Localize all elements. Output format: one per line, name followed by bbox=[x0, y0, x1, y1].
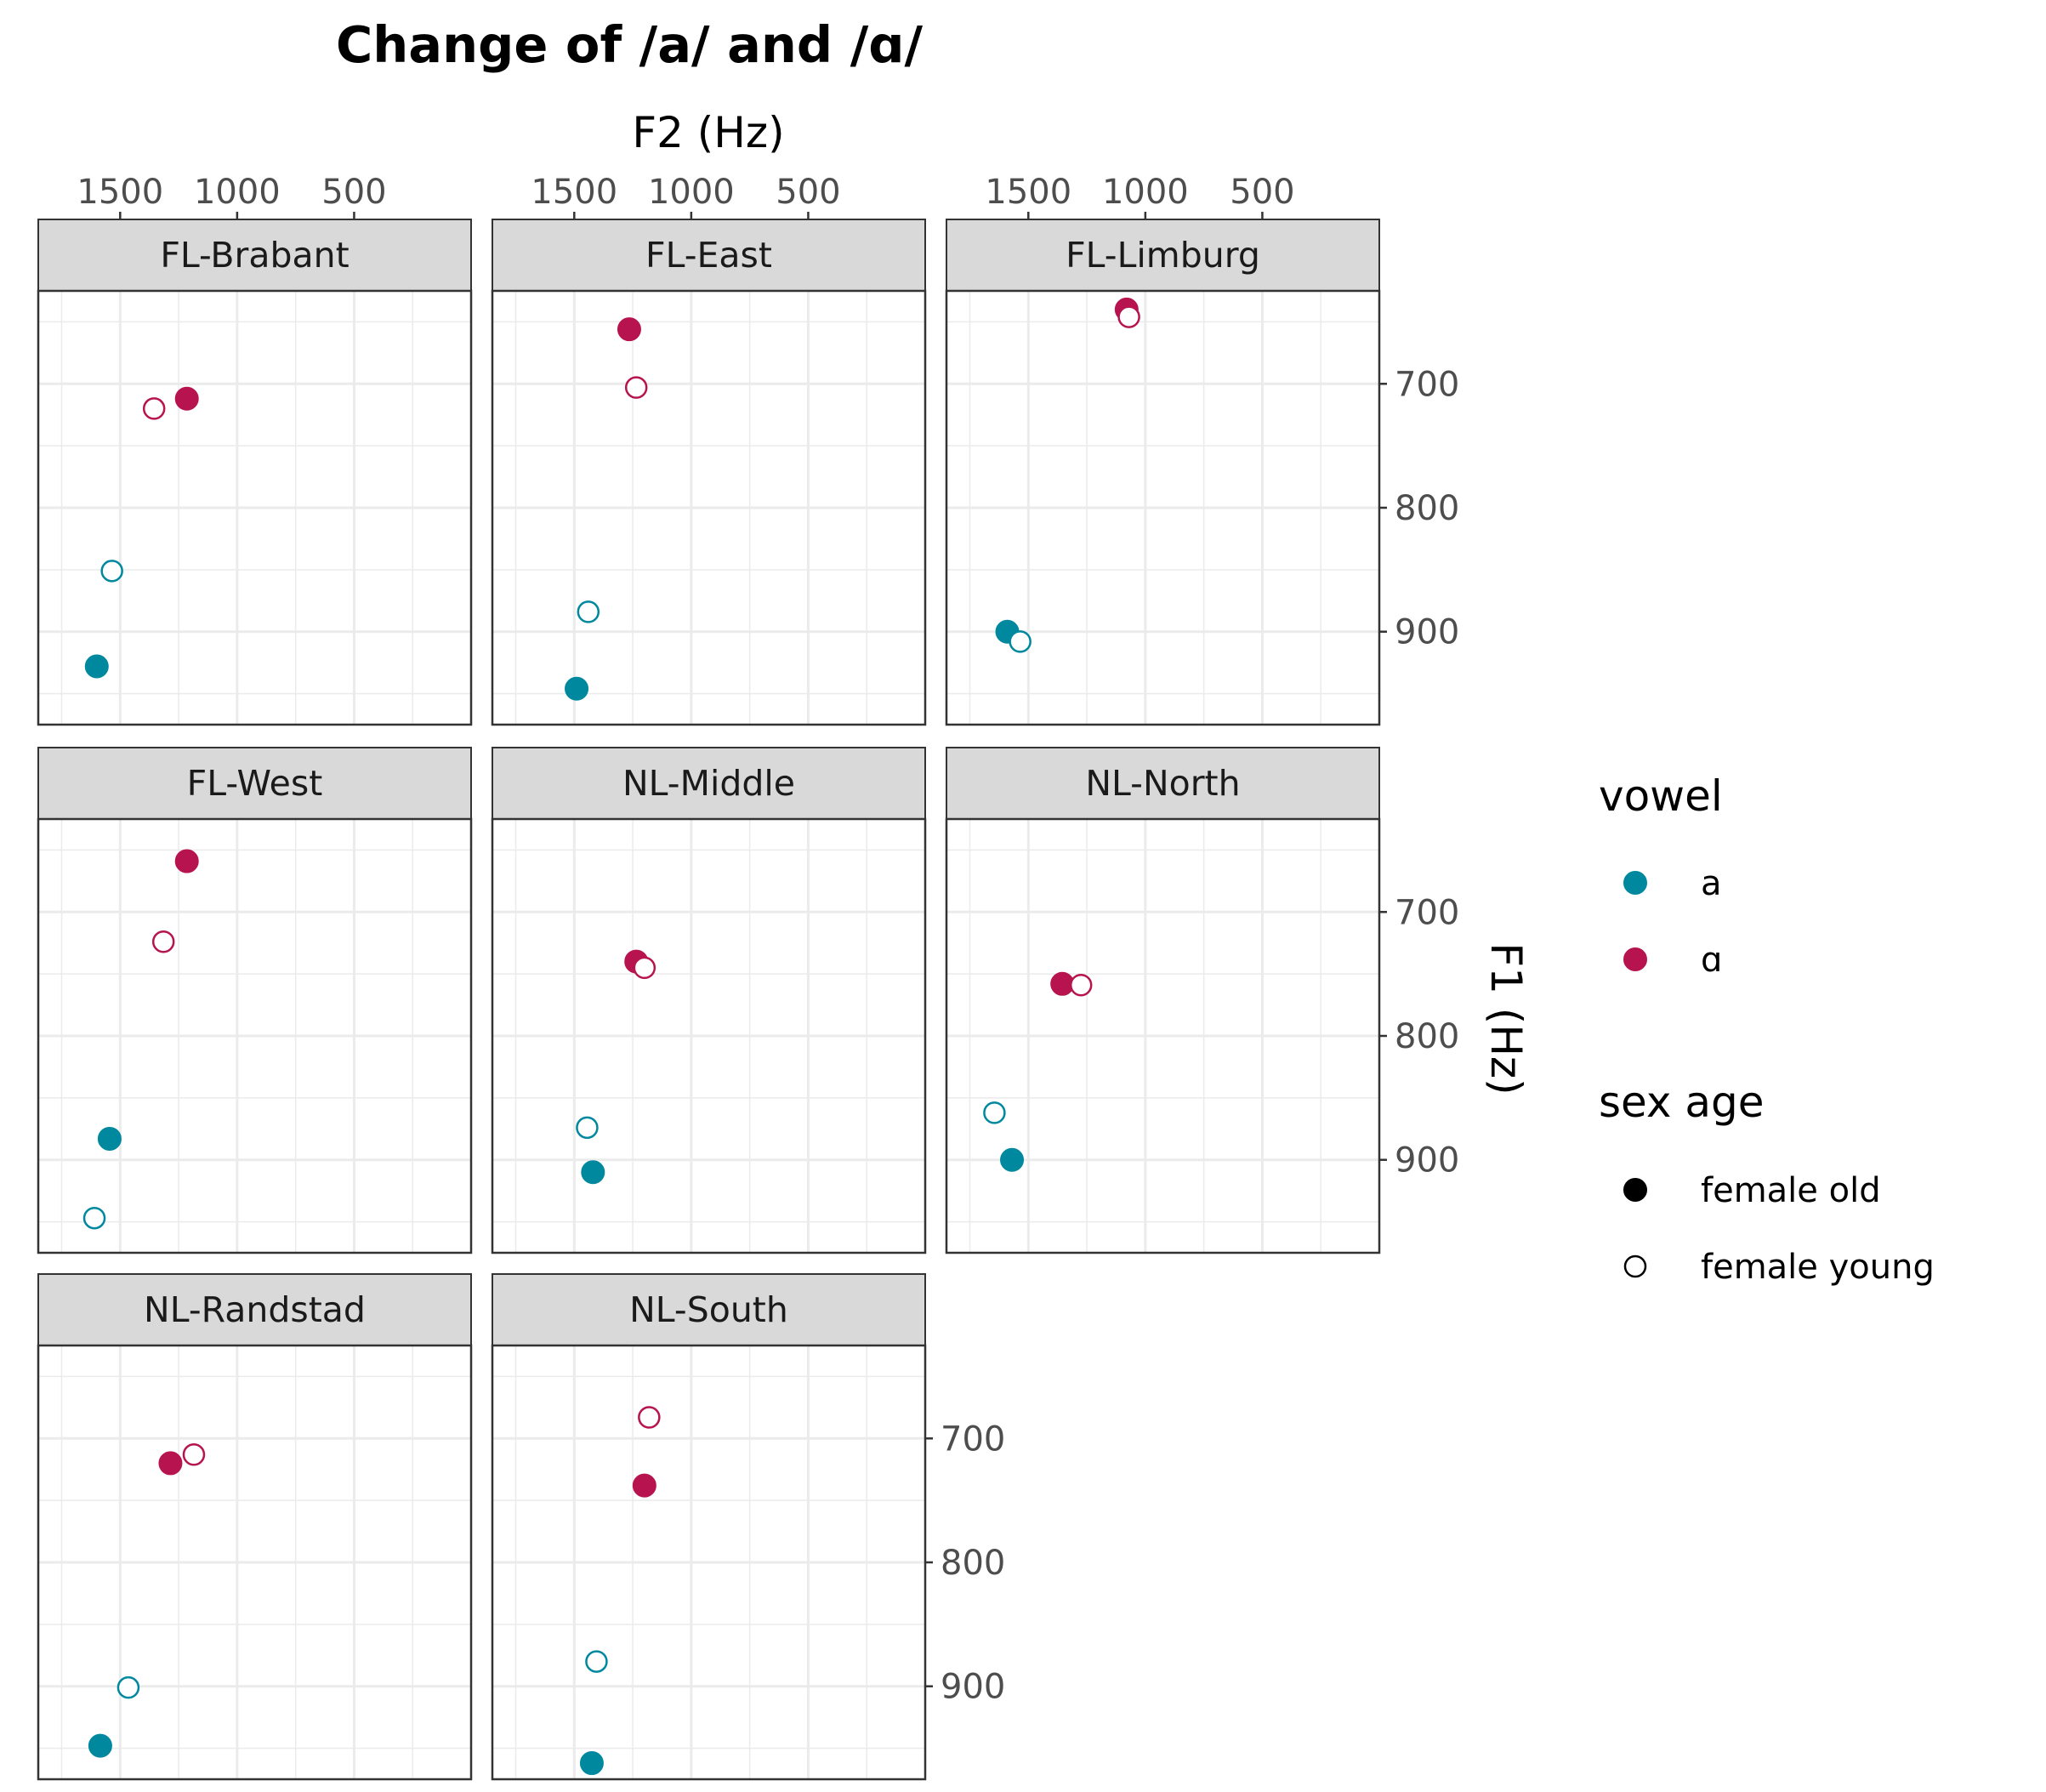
facet-strip-label: NL-Randstad bbox=[144, 1289, 366, 1330]
data-point-female-young bbox=[117, 1675, 140, 1699]
data-point-female-old bbox=[1000, 1147, 1025, 1172]
legend-label-vowel: a bbox=[1701, 864, 1722, 903]
data-point-female-young bbox=[1117, 305, 1140, 328]
data-point-female-old bbox=[174, 386, 199, 411]
data-point-female-young bbox=[151, 930, 175, 953]
data-point-female-old bbox=[97, 1126, 122, 1151]
panel-border bbox=[491, 817, 927, 1254]
data-point-female-old bbox=[579, 1751, 604, 1776]
data-point-female-old bbox=[84, 654, 109, 679]
panel-border bbox=[37, 1344, 473, 1781]
y-tick-label: 800 bbox=[941, 1544, 1005, 1583]
panel-fl-west: FL-West bbox=[37, 747, 473, 1254]
data-point-female-young bbox=[638, 1406, 661, 1429]
data-point-female-young bbox=[576, 1116, 599, 1140]
facet-strip-label: NL-South bbox=[629, 1289, 788, 1330]
panel-border bbox=[491, 289, 927, 726]
data-point-female-young bbox=[624, 376, 648, 399]
y-tick-label: 800 bbox=[1395, 1017, 1459, 1056]
legend-label-vowel: ɑ bbox=[1701, 941, 1722, 980]
facet-strip bbox=[492, 219, 926, 292]
x-tick-label: 1500 bbox=[77, 173, 163, 212]
data-point-female-young bbox=[82, 1206, 106, 1230]
panel-fl-brabant: FL-Brabant 1500 1000 500 bbox=[37, 173, 473, 726]
x-tick-label: 1000 bbox=[194, 173, 281, 212]
x-tick-label: 1500 bbox=[531, 173, 617, 212]
data-point-female-young bbox=[577, 600, 600, 623]
data-point-female-young bbox=[182, 1442, 206, 1466]
panel-border bbox=[37, 289, 473, 726]
facet-strip bbox=[37, 219, 472, 292]
y-tick-label: 900 bbox=[941, 1668, 1005, 1707]
x-tick-label: 1000 bbox=[648, 173, 735, 212]
facet-strip-label: FL-Limburg bbox=[1066, 235, 1260, 276]
legend: vowel aɑ sex age female old female young bbox=[1599, 771, 1935, 1287]
y-tick-label: 800 bbox=[1395, 489, 1459, 528]
panel-nl-north: NL-North 700 800 900 bbox=[945, 747, 1459, 1254]
x-tick-label: 1500 bbox=[985, 173, 1071, 212]
facet-strip bbox=[37, 747, 472, 820]
y-tick-label: 700 bbox=[1395, 365, 1459, 404]
facet-strip-label: FL-East bbox=[645, 235, 772, 276]
legend-label-sex-age: female old bbox=[1701, 1171, 1881, 1210]
data-point-female-young bbox=[1009, 630, 1032, 653]
facet-strip bbox=[492, 1273, 926, 1346]
panel-fl-east: FL-East 1500 1000 500 bbox=[491, 173, 927, 726]
data-point-female-young bbox=[983, 1101, 1006, 1124]
y-tick-label: 900 bbox=[1395, 1141, 1459, 1180]
facet-strip-label: NL-Middle bbox=[622, 763, 795, 804]
data-point-female-young bbox=[100, 560, 123, 583]
y-tick-label: 900 bbox=[1395, 613, 1459, 652]
legend-label-sex-age: female young bbox=[1701, 1248, 1935, 1287]
facet-strip-label: NL-North bbox=[1085, 763, 1240, 804]
x-tick-label: 500 bbox=[776, 173, 840, 212]
legend-title-vowel: vowel bbox=[1599, 771, 1723, 821]
data-point-female-old bbox=[88, 1733, 112, 1758]
facet-strip-label: FL-Brabant bbox=[160, 235, 349, 276]
x-tick-label: 1000 bbox=[1102, 173, 1189, 212]
x-axis-title: F2 (Hz) bbox=[632, 108, 784, 157]
y-tick-label: 700 bbox=[941, 1419, 1005, 1459]
data-point-female-old bbox=[581, 1160, 605, 1185]
facet-strip bbox=[492, 747, 926, 820]
panel-nl-middle: NL-Middle bbox=[491, 747, 927, 1254]
legend-key-sex-age bbox=[1623, 1254, 1647, 1278]
data-point-female-young bbox=[1069, 974, 1093, 997]
legend-key-vowel bbox=[1623, 947, 1647, 971]
facet-strip bbox=[37, 1273, 472, 1346]
x-tick-label: 500 bbox=[321, 173, 386, 212]
facet-strip-label: FL-West bbox=[187, 763, 323, 804]
data-point-female-young bbox=[585, 1650, 608, 1673]
panel-border bbox=[37, 817, 473, 1254]
y-axis-title: F1 (Hz) bbox=[1481, 942, 1531, 1095]
data-point-female-old bbox=[632, 1473, 656, 1498]
panel-fl-limburg: FL-Limburg 1500 1000 500 700 800 900 bbox=[945, 173, 1459, 726]
data-point-female-young bbox=[142, 397, 166, 420]
panel-nl-south: NL-South 700 800 900 bbox=[491, 1273, 1005, 1781]
facet-strip bbox=[946, 747, 1380, 820]
data-point-female-old bbox=[565, 676, 589, 701]
panel-nl-randstad: NL-Randstad bbox=[37, 1273, 473, 1781]
data-point-female-young bbox=[633, 956, 656, 980]
legend-title-sex-age: sex age bbox=[1599, 1078, 1765, 1127]
legend-key-sex-age bbox=[1623, 1178, 1647, 1202]
data-point-female-old bbox=[174, 849, 199, 873]
legend-key-vowel bbox=[1623, 871, 1647, 895]
x-tick-label: 500 bbox=[1230, 173, 1294, 212]
chart-title: Change of /a/ and /ɑ/ bbox=[336, 15, 923, 74]
y-tick-label: 700 bbox=[1395, 893, 1459, 932]
data-point-female-old bbox=[617, 317, 641, 342]
data-point-female-old bbox=[158, 1451, 183, 1476]
